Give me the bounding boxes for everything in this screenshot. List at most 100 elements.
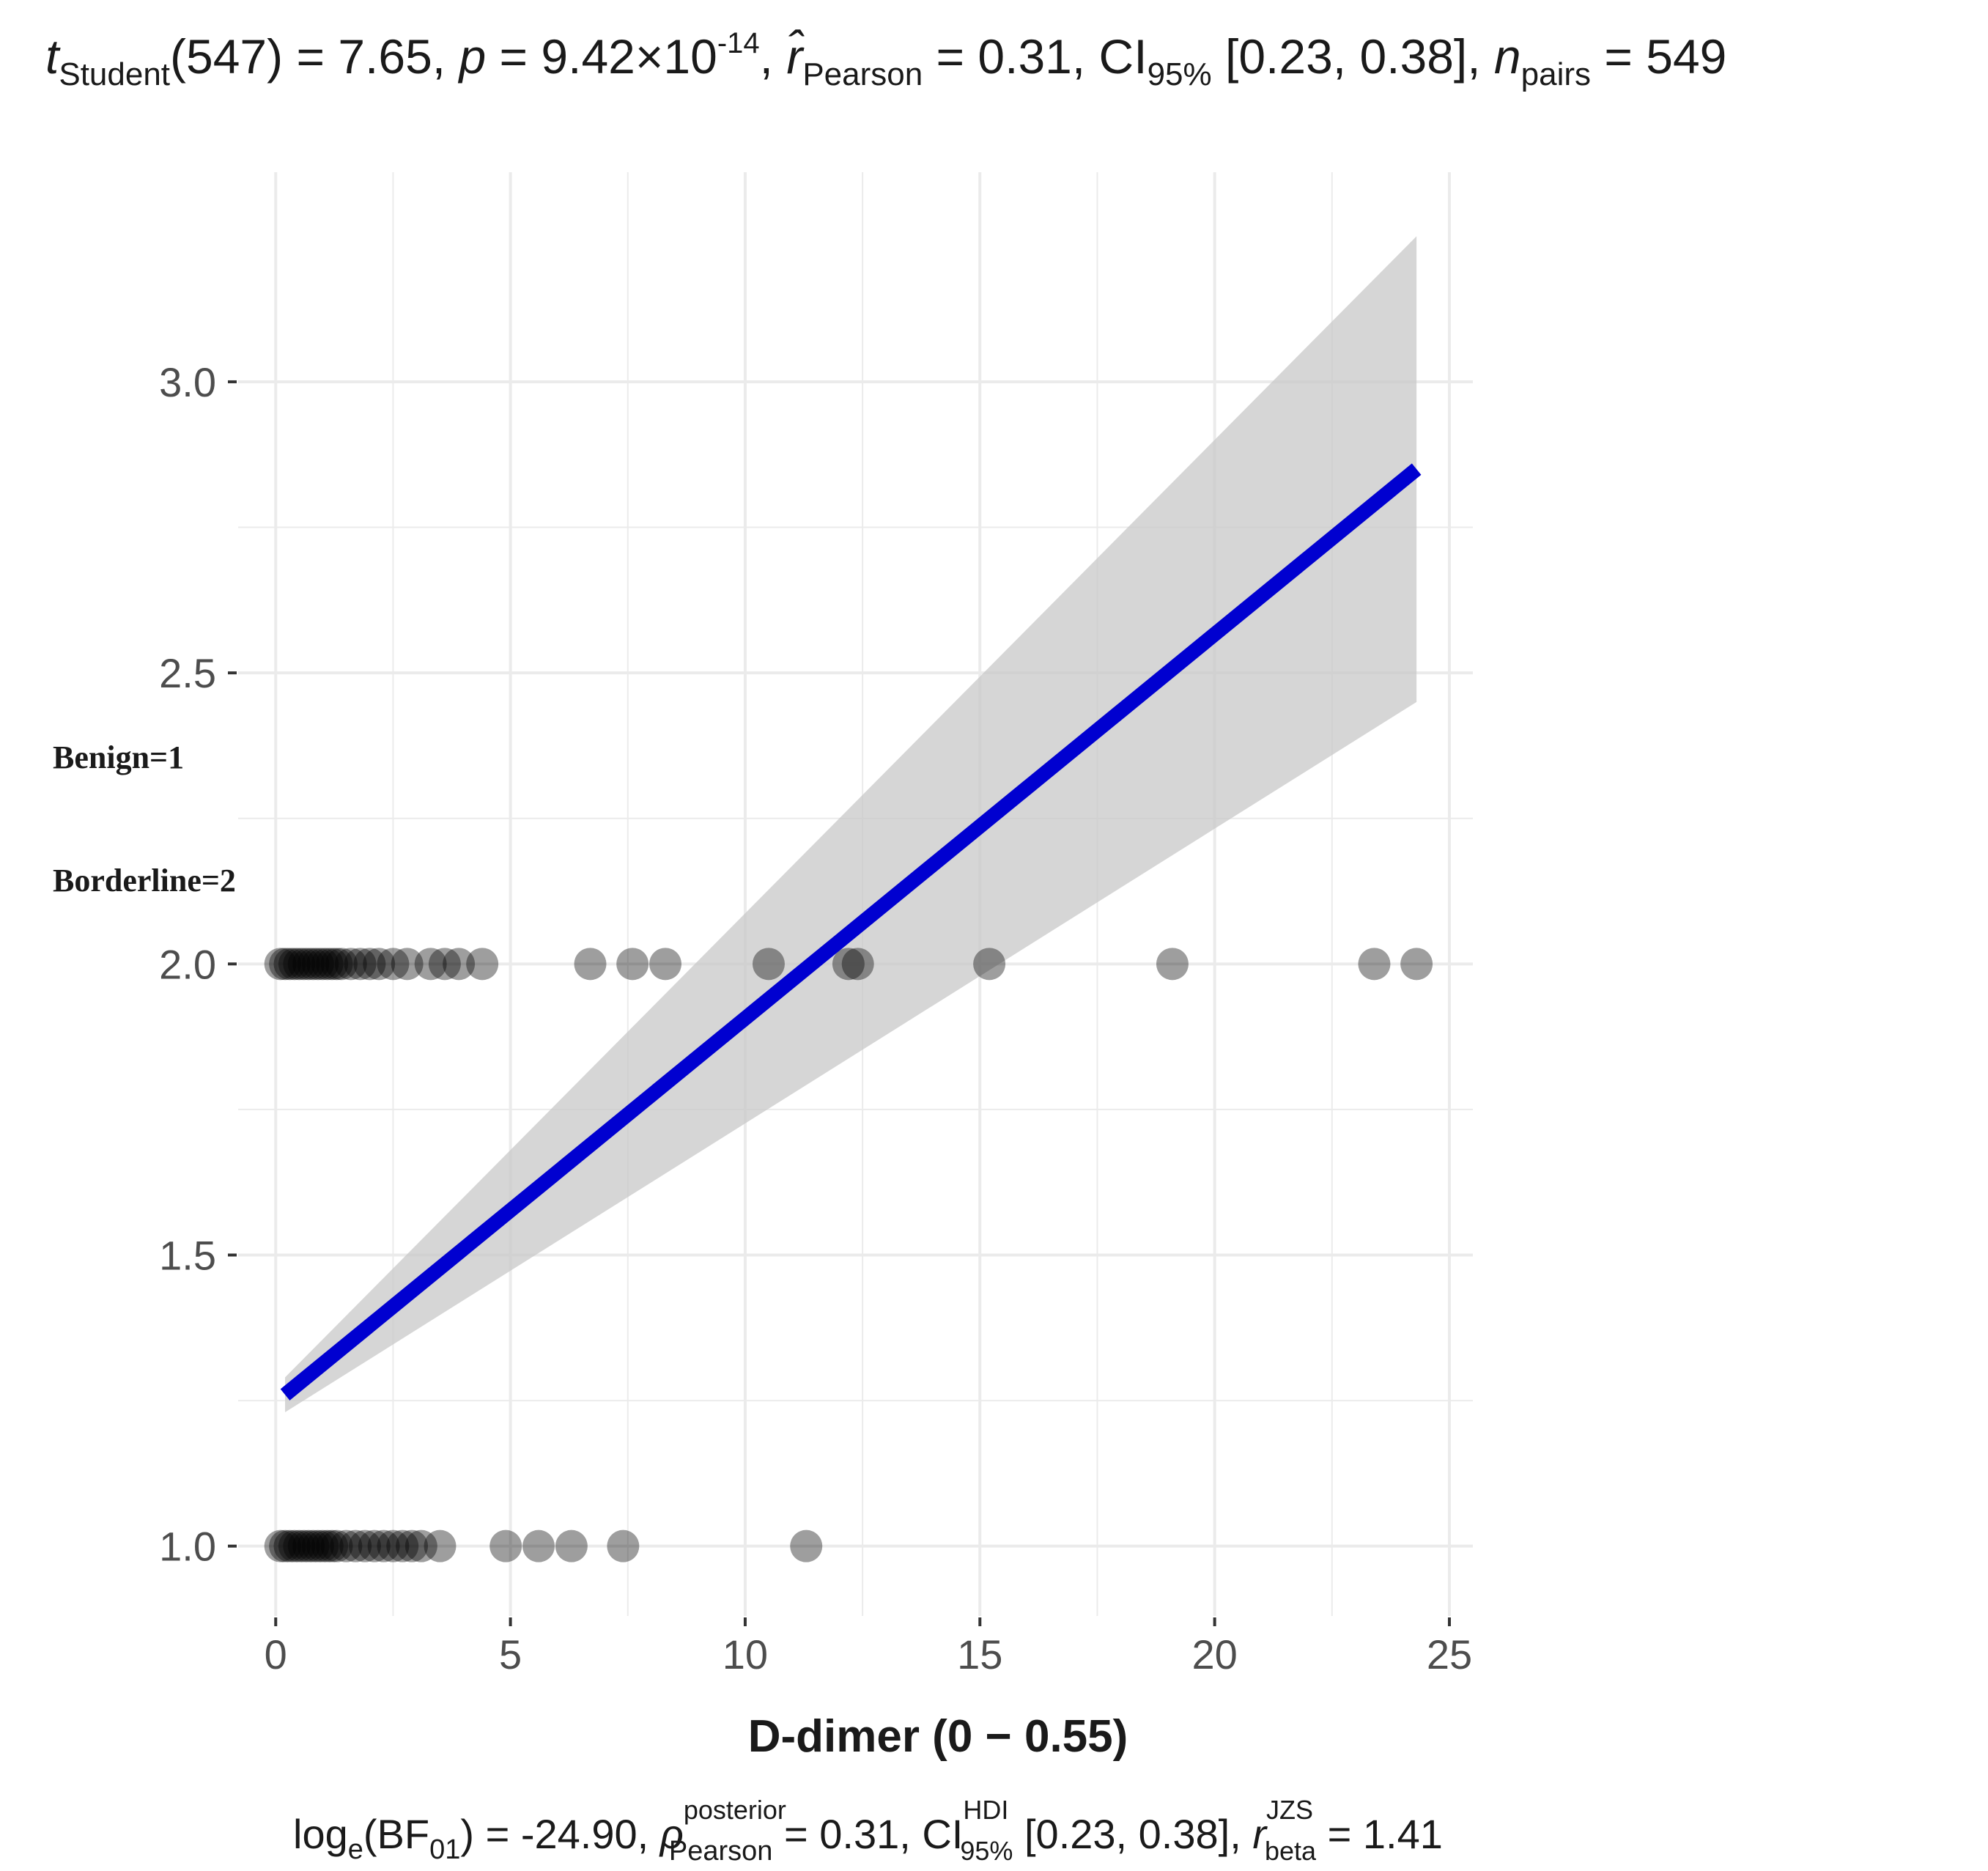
y-tick-label: 1.5 [159,1233,216,1279]
chart-subtitle: loge(BF01) = -24.90, ρposterior Pearson =… [293,1795,1443,1867]
title-n-symbol: n [1494,29,1521,84]
data-point [301,948,334,981]
data-point [264,1529,297,1562]
title-n-sub: pairs [1521,56,1591,92]
subtitle-bf-sub: 01 [429,1834,460,1865]
data-point [832,948,865,981]
data-point [607,1529,640,1562]
data-point [404,1529,437,1562]
data-point [377,1529,410,1562]
data-point [292,948,325,981]
subtitle-bf-value: ) = -24.90, [460,1811,659,1857]
title-ci: [0.23, 0.38], [1212,29,1494,84]
data-points [264,948,1433,1562]
subtitle-log-sub: e [348,1834,363,1865]
data-point [316,1529,349,1562]
data-point [344,948,377,981]
regression-line [280,463,1422,1401]
title-n-value: = 549 [1591,29,1726,84]
title-r-symbol: r̂ [786,29,805,84]
data-point [320,948,353,981]
data-point [301,1529,334,1562]
data-point [649,948,682,981]
title-r-value: = 0.31, CI [923,29,1147,84]
title-t-sub: Student [59,56,170,92]
data-point [283,1529,316,1562]
data-point [358,1529,391,1562]
confidence-band [285,236,1417,1412]
data-point [273,948,306,981]
subtitle-rbeta-symbol: r [1252,1811,1268,1857]
data-point [306,1529,339,1562]
title-p-value: = 9.42×10 [486,29,717,84]
data-point [790,1529,823,1562]
data-point [278,948,311,981]
data-point [424,1529,457,1562]
title-df: (547) [170,29,283,84]
data-point [311,1529,344,1562]
data-point [339,1529,372,1562]
data-point [428,948,461,981]
data-point [489,1529,522,1562]
data-point [443,948,476,981]
chart-title: tStudent(547) = 7.65, p = 9.42×10-14, r̂… [45,27,1726,92]
data-point [1156,948,1189,981]
subtitle-rho-value: = 0.31, CI [772,1811,963,1857]
subtitle-rho-sup: posterior [684,1795,786,1825]
data-point [330,1529,363,1562]
x-tick-label: 25 [1427,1631,1472,1678]
subtitle-rbeta-sub: beta [1265,1836,1317,1866]
data-point [522,1529,555,1562]
data-point [269,1529,302,1562]
x-tick-label: 15 [957,1631,1002,1678]
subtitle-rbeta-value: = 1.41 [1316,1811,1443,1857]
data-point [287,1529,320,1562]
data-point [311,948,344,981]
x-tick-label: 20 [1191,1631,1237,1678]
data-point [367,1529,400,1562]
data-point [841,948,874,981]
subtitle-rho-sub: Pearson [669,1836,773,1867]
data-point [334,948,367,981]
data-point [325,948,358,981]
data-point [616,948,649,981]
data-point [283,948,316,981]
data-point [316,948,349,981]
title-r-sub: Pearson [802,56,923,92]
subtitle-ci-sub: 95% [960,1836,1013,1866]
data-point [386,1529,419,1562]
data-point [466,948,499,981]
title-p-exp: -14 [717,27,760,59]
x-tick-label: 0 [265,1631,287,1678]
annotation-borderline: Borderline=2 [53,863,236,898]
data-point [306,948,339,981]
x-tick-label: 5 [499,1631,522,1678]
data-point [574,948,607,981]
data-point [363,948,396,981]
regression-line-path [280,463,1422,1401]
subtitle-rho-symbol: ρ [659,1811,684,1857]
subtitle-ci: [0.23, 0.38], [1013,1811,1252,1857]
title-after-p: , [760,29,787,84]
data-point [297,948,330,981]
annotation-benign: Benign=1 [53,739,184,775]
data-point [287,948,320,981]
title-t-value: = 7.65, [283,29,459,84]
data-point [414,948,447,981]
data-point [555,1529,588,1562]
data-point [273,1529,306,1562]
x-axis-label: D-dimer (0 − 0.55) [748,1711,1128,1762]
data-point [396,1529,429,1562]
data-point [348,1529,381,1562]
y-tick-label: 2.5 [159,650,216,696]
data-point [752,948,785,981]
data-point [320,1529,353,1562]
data-point [1358,948,1391,981]
y-tick-label: 2.0 [159,941,216,987]
confidence-band-area [285,236,1417,1412]
data-point [1400,948,1433,981]
data-point [353,948,386,981]
title-p-symbol: p [457,29,486,84]
y-tick-label: 1.0 [159,1524,216,1570]
